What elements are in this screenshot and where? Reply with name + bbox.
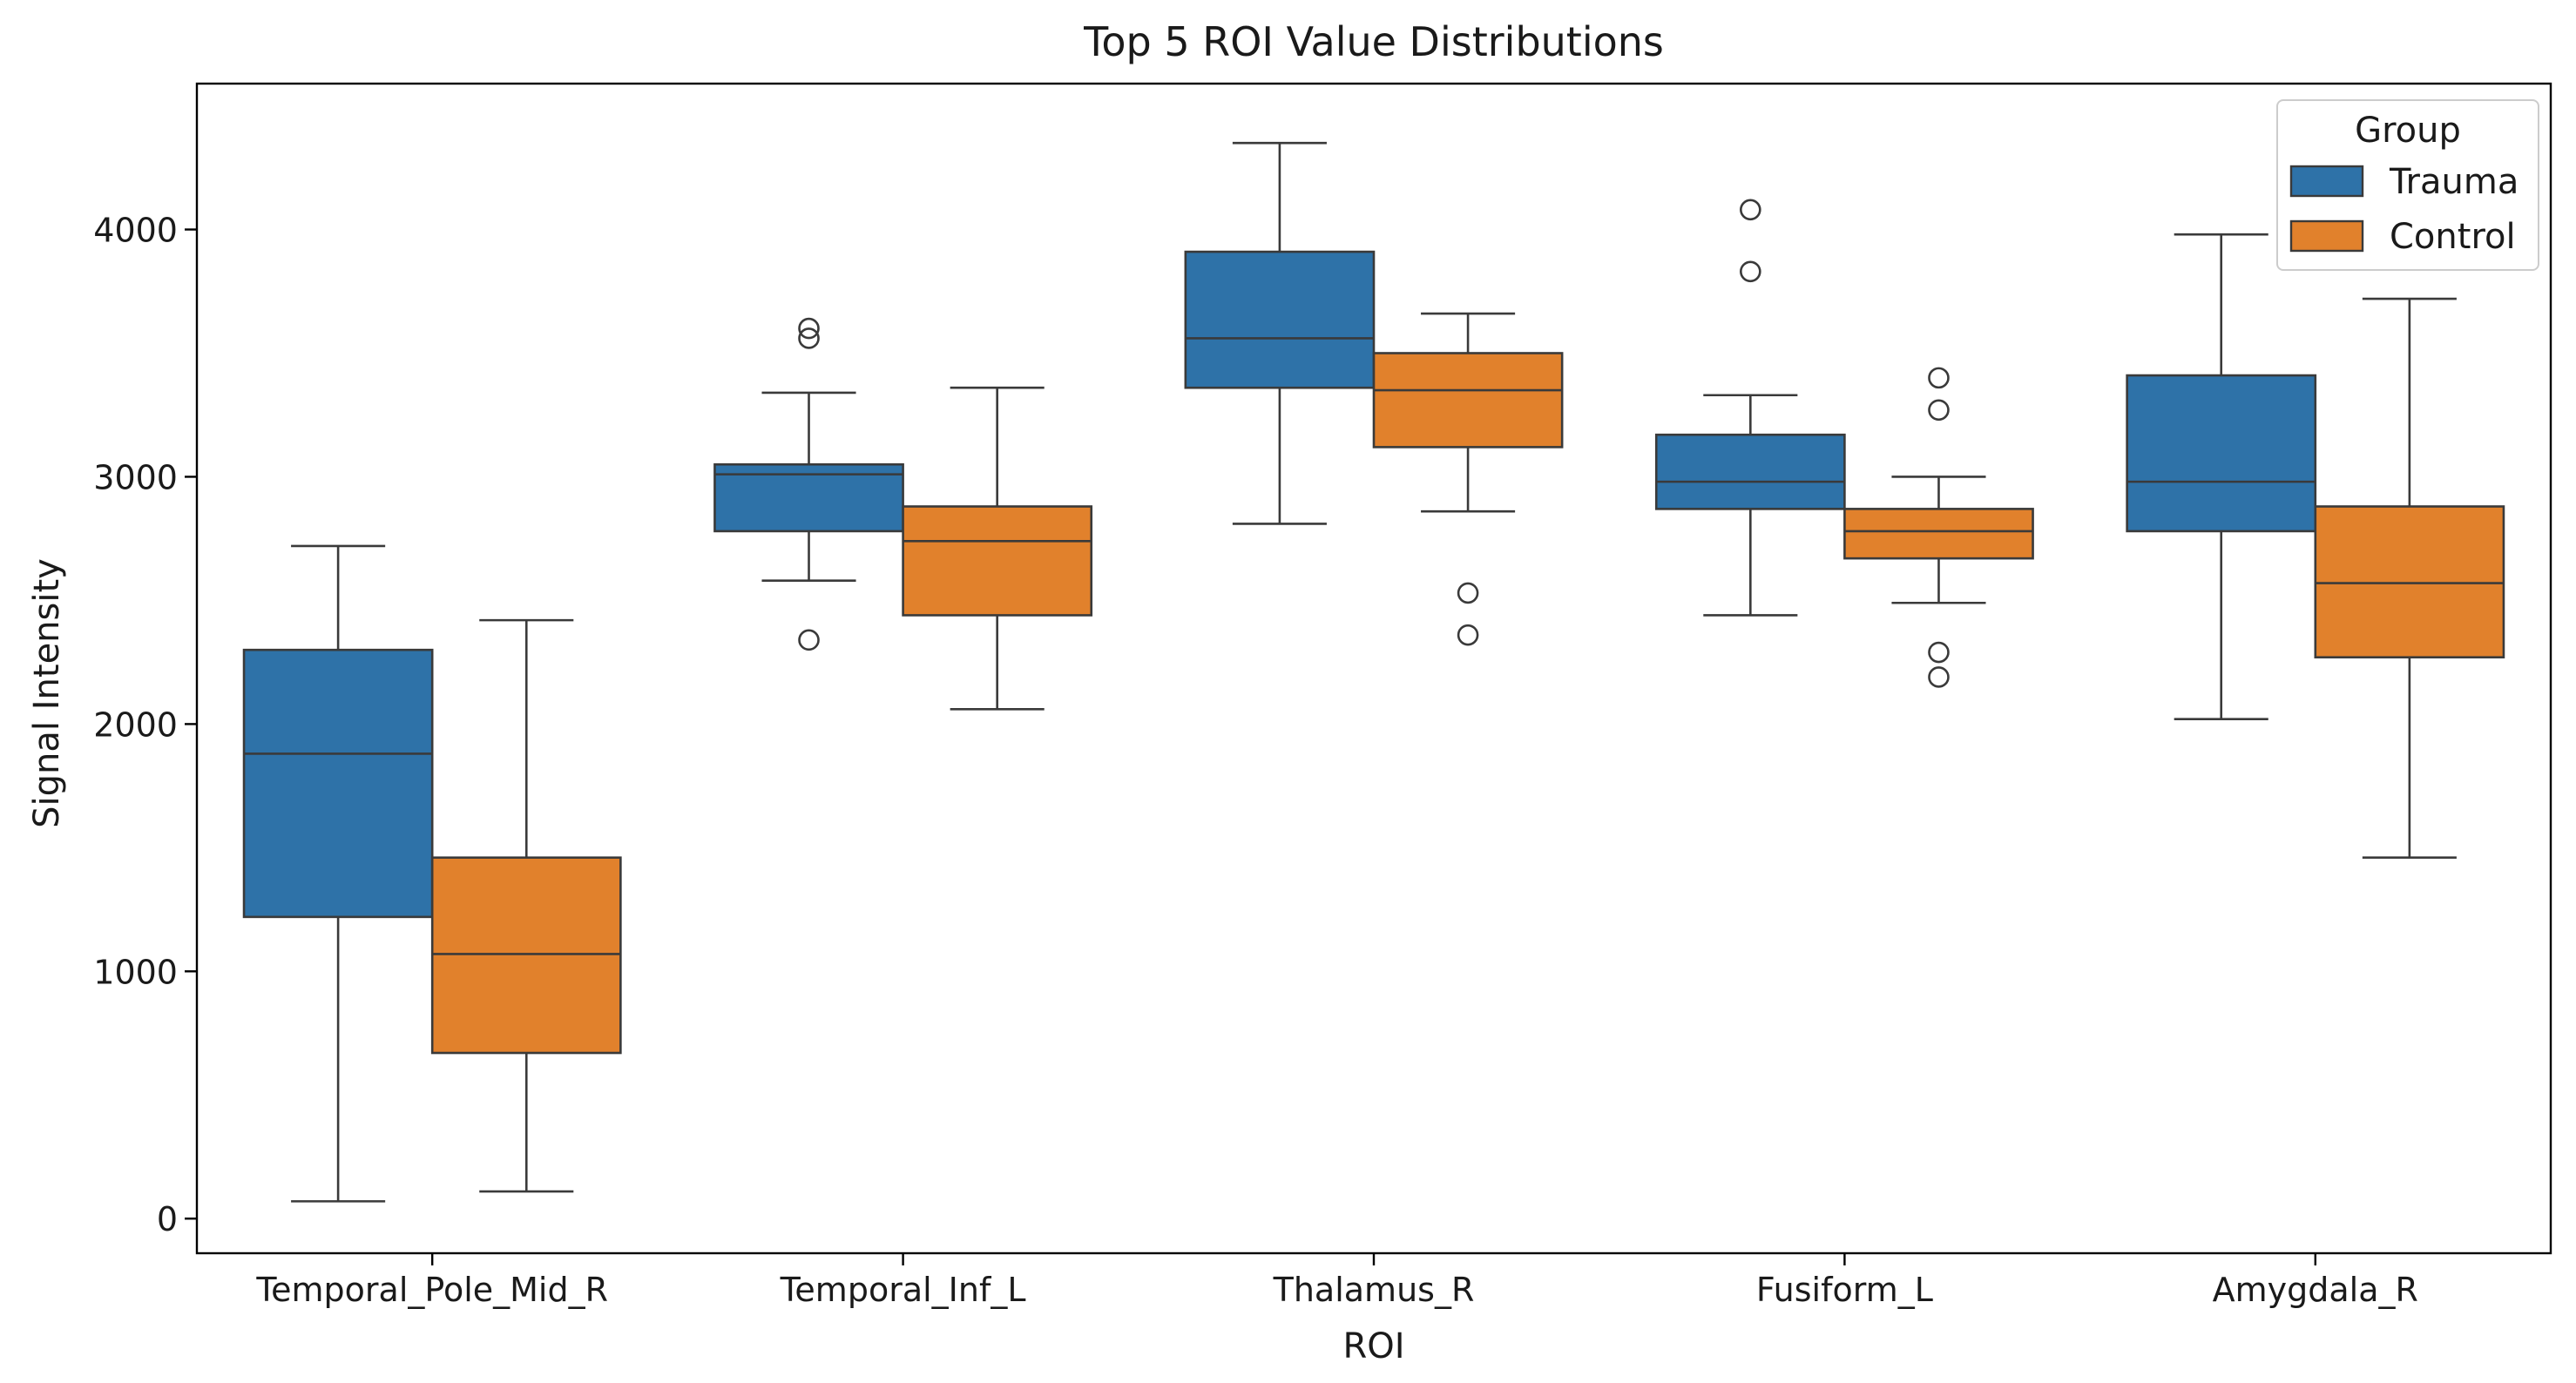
boxes-layer (242, 141, 2505, 1203)
box-trauma-temporal-pole-mid-r (242, 544, 434, 1203)
legend-swatch-trauma (2289, 165, 2364, 198)
outlier-point (1928, 399, 1950, 422)
y-axis-label: Signal Intensity (27, 558, 67, 828)
box-trauma-amygdala-r (2126, 233, 2317, 721)
y-tick-label: 3000 (93, 458, 178, 496)
box-trauma-temporal-inf-l (713, 317, 904, 651)
box-control-fusiform-l (1843, 367, 2034, 688)
x-axis-label: ROI (1342, 1326, 1404, 1366)
outlier-point (1740, 199, 1761, 221)
x-tick-label-thalamus-r: Thalamus_R (1273, 1271, 1475, 1309)
y-tick-label: 0 (157, 1200, 178, 1238)
iqr-box (2126, 374, 2317, 533)
x-ticks: Temporal_Pole_Mid_R Temporal_Inf_L Thalamu… (255, 1253, 2418, 1309)
outlier-point (1928, 367, 1950, 389)
x-tick-label-temporal-inf-l: Temporal_Inf_L (780, 1271, 1026, 1309)
iqr-box (242, 648, 434, 919)
box-control-temporal-pole-mid-r (430, 618, 622, 1193)
iqr-box (1184, 250, 1376, 389)
y-ticks: 0 1000 2000 3000 4000 (93, 212, 197, 1238)
iqr-box (1372, 352, 1564, 449)
iqr-box (1843, 508, 2034, 560)
box-control-amygdala-r (2314, 297, 2505, 860)
legend-label-control: Control (2390, 217, 2516, 257)
legend-title: Group (2355, 111, 2461, 151)
iqr-box (902, 505, 1093, 617)
outlier-point (798, 327, 820, 349)
y-tick-label: 1000 (93, 953, 178, 991)
chart-title: Top 5 ROI Value Distributions (1083, 18, 1664, 65)
legend: Group Trauma Control (2276, 99, 2539, 271)
box-trauma-thalamus-r (1184, 141, 1376, 525)
iqr-box (713, 462, 904, 533)
legend-label-trauma: Trauma (2389, 162, 2519, 202)
box-control-thalamus-r (1372, 312, 1564, 646)
outlier-point (798, 317, 820, 340)
legend-swatch-control (2289, 219, 2364, 253)
outlier-point (798, 629, 820, 651)
outlier-point (1928, 666, 1950, 688)
outlier-point (1457, 624, 1479, 646)
x-tick-label-fusiform-l: Fusiform_L (1756, 1271, 1933, 1309)
y-tick-label: 4000 (93, 212, 178, 250)
iqr-box (1654, 433, 1846, 510)
x-tick-label-temporal-pole-mid-r: Temporal_Pole_Mid_R (255, 1271, 608, 1309)
y-tick-label: 2000 (93, 705, 178, 744)
plot-frame (195, 82, 2552, 1255)
iqr-box (2314, 505, 2505, 659)
box-trauma-fusiform-l (1654, 199, 1846, 617)
iqr-box (430, 856, 622, 1055)
outlier-point (1457, 582, 1479, 604)
outlier-point (1740, 260, 1761, 283)
box-control-temporal-inf-l (902, 386, 1093, 711)
x-tick-label-amygdala-r: Amygdala_R (2213, 1271, 2418, 1309)
outlier-point (1928, 641, 1950, 664)
